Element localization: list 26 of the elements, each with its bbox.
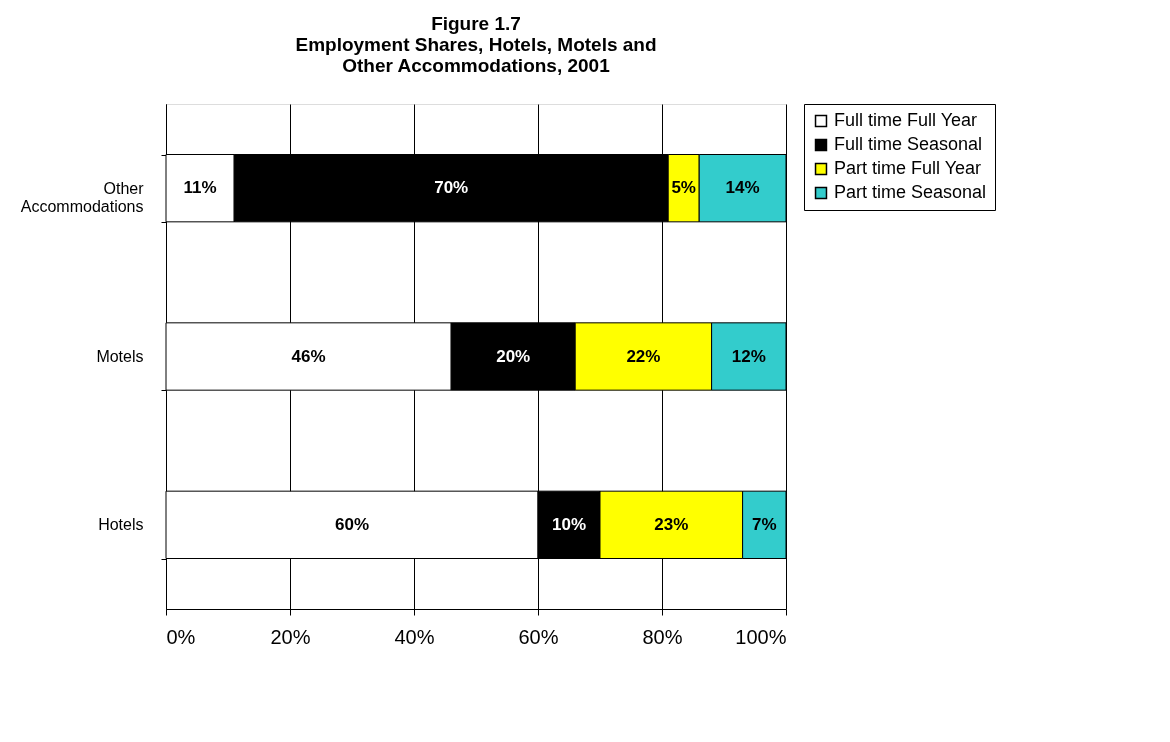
y-tick-label: Motels [96,348,144,365]
x-tick-label: 0% [166,625,196,648]
legend-label: Part time Seasonal [834,182,987,202]
data-label: 10% [551,514,587,534]
x-tick-label: 60% [518,625,559,648]
data-label: 46% [291,346,326,366]
x-tick-label: 20% [270,625,311,648]
data-label: 14% [725,178,760,198]
x-tick-label: 100% [735,625,787,648]
data-label: 70% [434,178,469,198]
chart-title: Figure 1.7 Employment Shares, Hotels, Motels and Other Accommodations, 2001 [295,13,657,76]
legend-label: Full time Full Year [834,110,978,130]
data-label: 22% [626,346,661,366]
data-label: 12% [731,346,766,366]
legend-label: Part time Full Year [834,158,982,178]
y-tick-label: Hotels [98,516,144,534]
legend-label: Full time Seasonal [834,134,983,154]
y-tick-label: Other Accommodations [20,179,145,215]
data-label: 7% [752,514,777,534]
x-tick-label: 80% [642,625,683,648]
data-label: 20% [496,346,531,366]
data-label: 23% [654,514,689,534]
data-label: 5% [671,178,696,198]
data-label: 60% [334,514,370,534]
x-tick-label: 40% [394,625,435,648]
data-label: 11% [183,178,217,198]
